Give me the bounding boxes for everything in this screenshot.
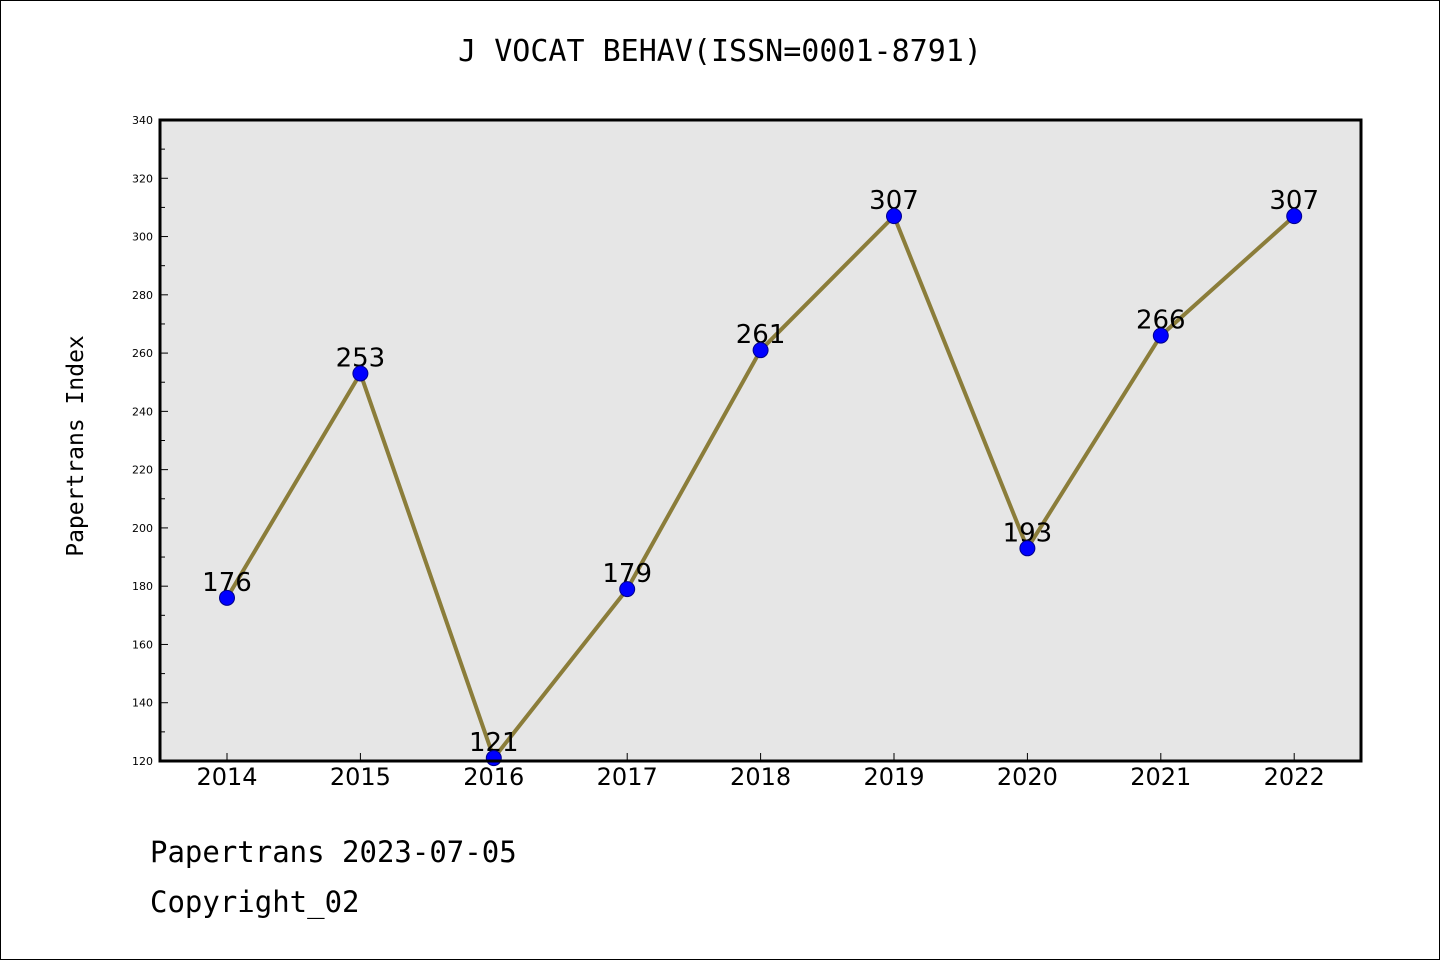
plot-area bbox=[160, 120, 1361, 761]
x-tick-label: 2020 bbox=[997, 763, 1058, 791]
chart-title: J VOCAT BEHAV(ISSN=0001-8791) bbox=[458, 34, 982, 69]
footer-copyright: Copyright_02 bbox=[150, 885, 360, 919]
y-tick-label: 340 bbox=[132, 114, 153, 127]
y-tick-label: 320 bbox=[132, 172, 153, 185]
y-tick-label: 160 bbox=[132, 638, 153, 651]
data-point bbox=[1286, 208, 1303, 225]
y-tick-label: 280 bbox=[132, 289, 153, 302]
x-tick-label: 2022 bbox=[1264, 763, 1325, 791]
plot-border bbox=[158, 118, 1363, 763]
y-tick-label: 240 bbox=[132, 405, 153, 418]
x-tick-label: 2019 bbox=[863, 763, 924, 791]
data-point bbox=[752, 342, 769, 359]
data-point bbox=[219, 589, 235, 606]
x-tick-label: 2015 bbox=[330, 763, 391, 791]
y-tick-label: 200 bbox=[132, 522, 153, 535]
x-tick-label: 2016 bbox=[463, 763, 524, 791]
x-tick-label: 2021 bbox=[1130, 763, 1191, 791]
y-tick-label: 260 bbox=[132, 347, 153, 360]
data-point bbox=[619, 581, 636, 598]
data-point bbox=[485, 750, 502, 767]
y-tick-label: 220 bbox=[132, 464, 153, 477]
data-point bbox=[1152, 327, 1169, 344]
y-tick-label: 140 bbox=[132, 697, 153, 710]
data-point bbox=[886, 208, 902, 225]
footer-date: Papertrans 2023-07-05 bbox=[150, 835, 517, 869]
y-tick-label: 120 bbox=[132, 755, 153, 768]
x-tick-label: 2017 bbox=[597, 763, 658, 791]
x-tick-label: 2014 bbox=[196, 763, 257, 791]
y-tick-label: 300 bbox=[132, 231, 153, 244]
x-tick-label: 2018 bbox=[730, 763, 791, 791]
data-point bbox=[352, 365, 369, 382]
data-point bbox=[1019, 540, 1036, 557]
y-tick-label: 180 bbox=[132, 580, 153, 593]
